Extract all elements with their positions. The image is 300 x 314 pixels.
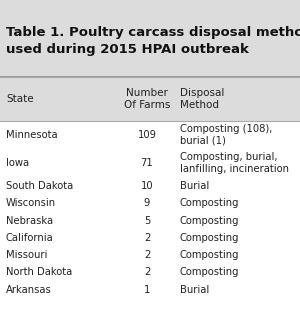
Text: 2: 2 <box>144 250 150 260</box>
Text: North Dakota: North Dakota <box>6 268 72 277</box>
Text: 10: 10 <box>141 181 153 191</box>
Text: 2: 2 <box>144 233 150 243</box>
Text: Minnesota: Minnesota <box>6 130 58 140</box>
Text: Composting, burial,
lanfilling, incineration: Composting, burial, lanfilling, incinera… <box>180 153 289 174</box>
Text: 71: 71 <box>141 158 153 168</box>
Text: Iowa: Iowa <box>6 158 29 168</box>
Text: Burial: Burial <box>180 285 209 295</box>
Text: Composting: Composting <box>180 250 239 260</box>
Text: Burial: Burial <box>180 181 209 191</box>
Text: Composting: Composting <box>180 198 239 208</box>
Text: Composting: Composting <box>180 216 239 225</box>
Text: 5: 5 <box>144 216 150 225</box>
Text: Number
Of Farms: Number Of Farms <box>124 88 170 110</box>
FancyBboxPatch shape <box>0 121 300 314</box>
Text: 1: 1 <box>144 285 150 295</box>
Text: Missouri: Missouri <box>6 250 47 260</box>
Text: Table 1. Poultry carcass disposal methods
used during 2015 HPAI outbreak: Table 1. Poultry carcass disposal method… <box>6 26 300 56</box>
Text: State: State <box>6 94 34 104</box>
Text: Composting (108),
burial (1): Composting (108), burial (1) <box>180 124 272 146</box>
Text: Composting: Composting <box>180 233 239 243</box>
Text: 109: 109 <box>137 130 157 140</box>
Text: Disposal
Method: Disposal Method <box>180 88 224 110</box>
FancyBboxPatch shape <box>0 5 300 77</box>
Text: Composting: Composting <box>180 268 239 277</box>
Text: Arkansas: Arkansas <box>6 285 52 295</box>
Text: California: California <box>6 233 54 243</box>
Text: South Dakota: South Dakota <box>6 181 73 191</box>
Text: Wisconsin: Wisconsin <box>6 198 56 208</box>
Text: 9: 9 <box>144 198 150 208</box>
Text: 2: 2 <box>144 268 150 277</box>
Text: Nebraska: Nebraska <box>6 216 53 225</box>
